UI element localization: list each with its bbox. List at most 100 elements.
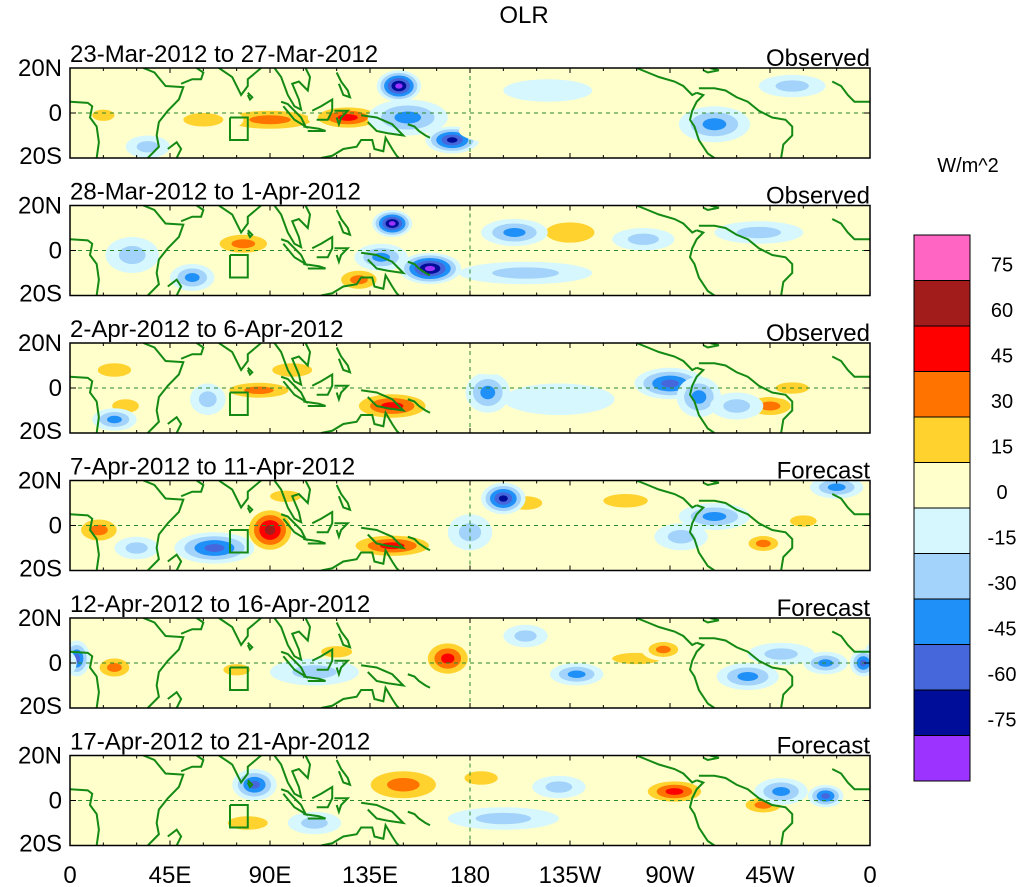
coastline [218,205,262,235]
coastline [218,68,262,97]
panel-date-label: 17-Apr-2012 to 21-Apr-2012 [70,729,370,756]
olr-anomaly-contour [458,117,570,145]
y-tick-label: 20N [18,605,62,632]
coastline [180,68,205,85]
coastlines [70,480,870,571]
panel-date-label: 2-Apr-2012 to 6-Apr-2012 [70,316,344,343]
coastline [636,205,698,234]
coastline [688,504,716,571]
coastline [218,343,262,372]
x-tick-label: 90W [645,862,695,887]
panel-date-label: 7-Apr-2012 to 11-Apr-2012 [70,454,355,481]
coastline [303,125,326,132]
olr-anomaly-contour [723,399,751,413]
colorbar-swatch [913,507,971,554]
colorbar-label: 15 [991,437,1013,459]
olr-anomaly-contour [90,524,108,536]
coastline [320,272,400,296]
coastline [702,68,720,74]
olr-anomaly-contour [447,347,537,375]
coastline [167,415,183,433]
chart-title: OLR [499,2,548,29]
x-tick-label: 0 [63,862,76,887]
coastline [142,618,185,708]
coastline [360,251,407,275]
region-box [229,804,249,829]
coastlines [70,205,870,296]
coastline [70,375,100,433]
coastline [142,205,185,296]
coastline [303,675,326,682]
coastline [70,650,100,708]
olr-anomaly-contour [118,246,146,264]
olr-anomaly-contour [464,771,498,785]
x-tick-label: 45E [149,862,192,887]
coastline [702,205,720,212]
y-tick-label: 20N [18,193,62,220]
coastline [180,755,205,773]
coastline [280,100,308,130]
coastline [407,260,431,277]
colorbar: 75 60 45 30 15 0 -15 -30 -45 -60 -75 [913,234,1017,782]
coastline [273,755,312,799]
olr-anomaly-contour [655,645,671,654]
y-tick-label: 20S [19,693,62,720]
coastline [167,828,183,846]
olr-anomaly-contour [480,385,496,400]
colorbar-units: W/m^2 [937,155,999,177]
olr-anomaly-contour [514,630,537,642]
colorbar-swatch [913,280,971,327]
x-tick-label: 0 [863,862,876,887]
colorbar-swatch [913,416,971,463]
olr-anomaly-contour [661,379,679,388]
coastline [280,238,308,267]
coastline [688,91,716,158]
y-tick-label: 0 [49,650,62,677]
coastline [273,343,312,387]
coastline [407,123,431,139]
coastline [702,343,720,349]
map-frame [69,617,871,709]
colorbar-label: 45 [991,346,1013,368]
olr-anomaly-contour [737,672,759,681]
olr-anomaly-contour [603,494,648,508]
colorbar-label: -30 [988,573,1017,595]
colorbar-swatch [913,735,971,782]
olr-anomaly-contour [272,363,313,377]
coastline [180,205,205,223]
coastline [698,499,794,571]
olr-anomaly-contour [772,787,790,796]
olr-anomaly-contour [92,109,115,121]
olr-anomaly-contour [231,239,256,249]
coastline [311,647,334,671]
coastline [407,673,431,689]
coastline [702,755,720,762]
olr-anomaly-contour [545,781,573,793]
coastline [218,480,262,510]
colorbar-label: 60 [991,300,1013,322]
panel-date-label: 28-Mar-2012 to 1-Apr-2012 [70,179,361,206]
panel-date-label: 23-Mar-2012 to 27-Mar-2012 [70,41,378,68]
coastline [334,797,351,815]
coastline [70,788,100,846]
olr-anomaly-contour [198,391,217,408]
coastline [831,80,870,103]
coastline [70,100,100,158]
olr-anomaly-contour [736,226,782,239]
coastline [273,68,312,112]
colorbar-swatch [913,462,971,509]
coastline [334,247,351,265]
y-tick-label: 20N [18,55,62,82]
olr-anomaly-contour [244,386,274,394]
region-box [229,529,249,554]
colorbar-swatch [913,598,971,645]
olr-anomaly-contour [183,113,224,127]
coastline [320,409,400,433]
coastline [636,480,698,509]
coastline [335,72,352,99]
colorbar-label: -60 [988,664,1017,686]
coastline [303,263,326,270]
olr-anomaly-contour [492,267,559,279]
